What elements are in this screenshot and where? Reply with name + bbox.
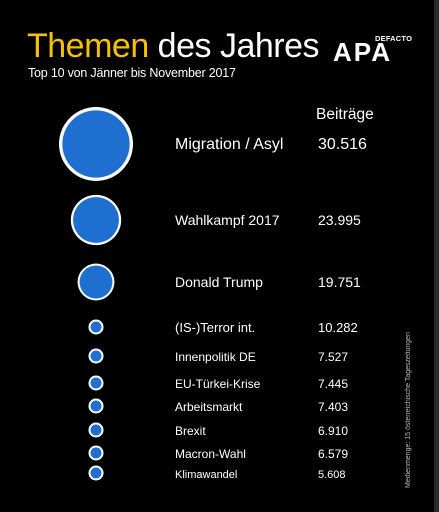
- category-label: Donald Trump: [175, 274, 263, 290]
- logo-subtext: DEFACTO: [375, 34, 413, 43]
- page-title: Themen des Jahres: [27, 26, 320, 66]
- bubble: [90, 467, 102, 479]
- bubble: [62, 110, 130, 178]
- bubble: [90, 321, 102, 333]
- bubble: [90, 350, 102, 362]
- value-label: 7.445: [318, 377, 348, 391]
- value-label: 19.751: [318, 274, 361, 290]
- value-column-header: Beiträge: [316, 106, 374, 123]
- bubble: [90, 424, 102, 436]
- value-label: 30.516: [318, 136, 367, 153]
- title-highlight: Themen: [27, 27, 149, 65]
- category-label: Innenpolitik DE: [175, 350, 256, 364]
- value-label: 6.910: [318, 424, 348, 438]
- value-label: 7.403: [318, 400, 348, 414]
- title-rest: des Jahres: [148, 27, 320, 65]
- category-label: Klimawandel: [175, 469, 237, 481]
- bubble: [90, 377, 102, 389]
- value-label: 6.579: [318, 447, 348, 461]
- category-label: Migration / Asyl: [175, 136, 283, 153]
- edge-strip: [434, 0, 439, 512]
- footnote: Medienmenge: 15 österreichische Tageszei…: [405, 332, 412, 488]
- category-label: Arbeitsmarkt: [175, 400, 243, 414]
- category-label: Macron-Wahl: [175, 447, 246, 461]
- apa-logo-icon: APA DEFACTO: [333, 34, 415, 66]
- value-label: 23.995: [318, 212, 361, 228]
- value-label: 5.608: [318, 469, 346, 481]
- bubble: [73, 197, 119, 243]
- logo-text: APA: [333, 37, 392, 67]
- bubble: [79, 265, 113, 299]
- category-label: (IS-)Terror int.: [175, 320, 255, 335]
- value-label: 10.282: [318, 320, 358, 335]
- category-label: EU-Türkei-Krise: [175, 377, 261, 391]
- category-label: Wahlkampf 2017: [175, 212, 280, 228]
- subtitle: Top 10 von Jänner bis November 2017: [28, 66, 236, 80]
- bubble: [90, 400, 102, 412]
- category-label: Brexit: [175, 424, 206, 438]
- bubble: [90, 447, 102, 459]
- value-label: 7.527: [318, 350, 348, 364]
